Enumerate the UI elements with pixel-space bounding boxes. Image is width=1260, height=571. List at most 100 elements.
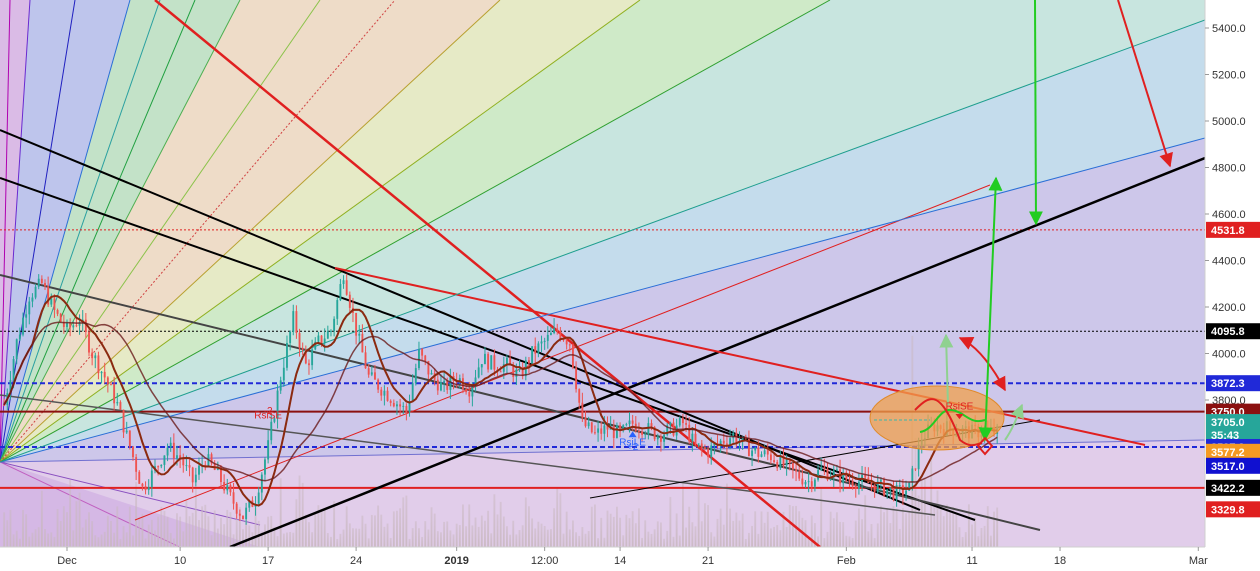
candle-body bbox=[22, 317, 24, 335]
volume-bar bbox=[59, 521, 62, 547]
candle-body bbox=[3, 404, 6, 406]
volume-bar bbox=[568, 529, 571, 547]
candle-body bbox=[150, 470, 153, 488]
volume-bar bbox=[144, 538, 147, 547]
candle-body bbox=[751, 450, 754, 457]
candle-body bbox=[832, 470, 835, 478]
volume-bar bbox=[967, 504, 970, 547]
volume-bar bbox=[628, 518, 631, 547]
volume-bar bbox=[103, 531, 106, 547]
price-tick-label: 5400.0 bbox=[1212, 23, 1246, 35]
volume-bar bbox=[986, 506, 989, 547]
price-tag-box bbox=[1206, 323, 1260, 340]
volume-bar bbox=[707, 505, 710, 547]
candle-body bbox=[615, 425, 618, 438]
candle-body bbox=[528, 360, 530, 364]
fan-ray bbox=[0, 0, 196, 463]
volume-bar bbox=[788, 504, 791, 547]
fan-ray bbox=[0, 0, 31, 463]
gann-fan-rays bbox=[0, 0, 1205, 547]
candle-body bbox=[864, 474, 867, 478]
time-tick-label: 11 bbox=[966, 555, 977, 567]
volume-bar bbox=[989, 535, 992, 547]
candle-body bbox=[757, 447, 760, 457]
candle-body bbox=[700, 443, 703, 448]
gray-trendline-lower bbox=[0, 394, 936, 516]
candle-body bbox=[719, 440, 722, 445]
price-tag-box bbox=[1206, 479, 1260, 496]
candle-body bbox=[801, 478, 804, 485]
candle-body bbox=[747, 438, 750, 457]
volume-bar bbox=[923, 477, 926, 547]
candle-body bbox=[301, 347, 304, 350]
volume-bar bbox=[304, 514, 307, 547]
volume-bar bbox=[879, 505, 882, 547]
candle-body bbox=[556, 328, 559, 331]
candle-body bbox=[147, 487, 150, 491]
volume-bar bbox=[905, 513, 907, 547]
volume-bar bbox=[691, 522, 694, 547]
volume-bar bbox=[443, 521, 446, 547]
volume-bar bbox=[342, 529, 345, 547]
time-axis[interactable] bbox=[0, 546, 1260, 571]
candle-body bbox=[883, 479, 885, 496]
volume-bar bbox=[829, 511, 832, 547]
volume-bar bbox=[590, 506, 593, 547]
signal-annotation: RsiSE bbox=[946, 401, 974, 412]
price-tag-box bbox=[1206, 414, 1260, 431]
volume-bar bbox=[201, 506, 204, 547]
red-trendline-descending bbox=[334, 267, 1146, 446]
volume-bar bbox=[823, 537, 826, 547]
candle-body bbox=[788, 459, 791, 463]
price-tag-label: 3329.8 bbox=[1211, 504, 1245, 516]
candle-body bbox=[506, 357, 508, 365]
candle-body bbox=[688, 424, 691, 442]
volume-bar bbox=[713, 536, 716, 547]
volume-bar bbox=[487, 510, 490, 547]
candle-body bbox=[223, 482, 226, 491]
candle-body bbox=[669, 422, 672, 426]
candle-body bbox=[826, 468, 829, 480]
volume-bar bbox=[386, 523, 389, 547]
candle-body bbox=[88, 332, 90, 353]
volume-bar bbox=[675, 513, 678, 547]
volume-bar bbox=[191, 512, 194, 547]
candle-body bbox=[876, 481, 879, 492]
candle-body bbox=[691, 433, 694, 442]
volume-bar bbox=[235, 518, 238, 547]
candle-body bbox=[905, 490, 907, 495]
signal-annotation: RsiLE bbox=[619, 437, 646, 448]
candle-body bbox=[842, 472, 845, 484]
candle-body bbox=[18, 334, 21, 340]
candle-body bbox=[383, 390, 386, 396]
volume-bar bbox=[78, 492, 81, 547]
volume-bar bbox=[232, 534, 235, 547]
volume-bar bbox=[468, 504, 471, 547]
candle-body bbox=[37, 278, 40, 287]
candle-body bbox=[141, 483, 144, 487]
candle-body bbox=[260, 474, 263, 493]
projection-drawings bbox=[869, 0, 1173, 456]
volume-bar bbox=[751, 525, 754, 547]
volume-bar bbox=[72, 530, 75, 547]
candle-body bbox=[590, 422, 593, 433]
volume-bar bbox=[405, 495, 408, 547]
candle-body bbox=[367, 368, 370, 375]
fan-zone-teal bbox=[0, 0, 1205, 462]
volume-bar bbox=[908, 511, 911, 547]
candle-body bbox=[779, 455, 782, 469]
volume-bar bbox=[308, 522, 310, 547]
volume-bar bbox=[537, 521, 540, 547]
candle-body bbox=[773, 460, 776, 463]
volume-bar bbox=[166, 516, 169, 547]
candle-body bbox=[66, 322, 68, 328]
volume-bar bbox=[88, 512, 90, 547]
volume-bar bbox=[524, 497, 527, 547]
candle-body bbox=[245, 507, 248, 520]
candle-body bbox=[94, 355, 97, 359]
volume-bar bbox=[518, 530, 521, 547]
candle-body bbox=[550, 333, 552, 335]
price-tag-box bbox=[1206, 501, 1260, 518]
volume-bar bbox=[964, 532, 967, 547]
